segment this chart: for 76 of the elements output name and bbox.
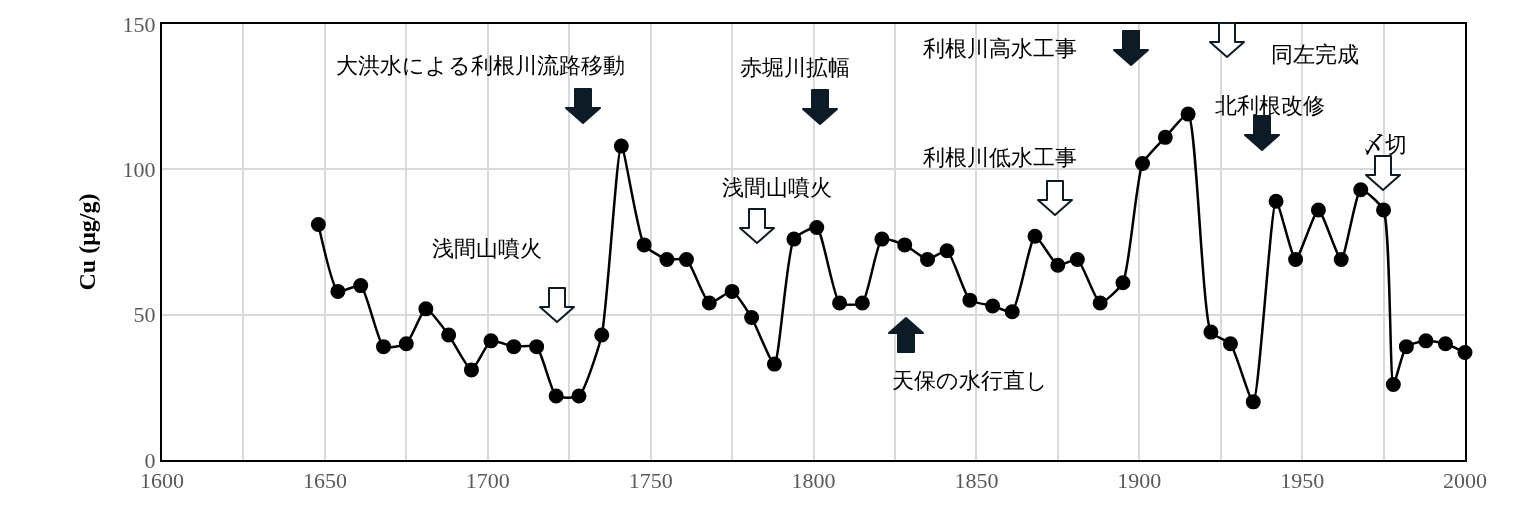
point [678, 251, 694, 267]
point [1288, 251, 1304, 267]
x-tick-label: 1650 [302, 468, 347, 494]
point [441, 327, 457, 343]
point [418, 301, 434, 317]
y-tick-label: 150 [122, 11, 156, 37]
x-tick-label: 1750 [628, 468, 673, 494]
point [1069, 251, 1085, 267]
x-tick-label: 1950 [1280, 468, 1325, 494]
point [985, 298, 1001, 314]
y-tick-label: 50 [133, 302, 156, 328]
point [766, 356, 782, 372]
point [1376, 202, 1392, 218]
point [920, 251, 936, 267]
annotation: 浅間山噴火 [722, 175, 832, 200]
point [483, 333, 499, 349]
point [701, 295, 717, 311]
point [376, 339, 392, 355]
point [636, 237, 652, 253]
annotation: 赤堀川拡幅 [740, 55, 850, 80]
point [548, 388, 564, 404]
point [744, 310, 760, 326]
point [724, 283, 740, 299]
point [506, 339, 522, 355]
point [1203, 324, 1219, 340]
point [1180, 106, 1196, 122]
point [1004, 304, 1020, 320]
point [832, 295, 848, 311]
annotation: 利根川低水工事 [923, 145, 1077, 170]
annotation: 利根川高水工事 [923, 36, 1077, 61]
point [1418, 333, 1434, 349]
point [1135, 156, 1151, 172]
annotation: 同左完成 [1271, 42, 1359, 67]
point [1092, 295, 1108, 311]
x-tick-label: 2000 [1443, 468, 1487, 494]
point [1268, 193, 1284, 209]
point [1437, 336, 1453, 352]
point [613, 138, 629, 154]
annotation: 大洪水による利根川流路移動 [336, 53, 625, 78]
point [398, 336, 414, 352]
point [1353, 182, 1369, 198]
point [1385, 376, 1401, 392]
point [1157, 129, 1173, 145]
point [353, 278, 369, 294]
point [571, 388, 587, 404]
x-tick-label: 1700 [465, 468, 510, 494]
point [310, 217, 326, 233]
point [939, 243, 955, 259]
point [854, 295, 870, 311]
point [659, 251, 675, 267]
point [1027, 228, 1043, 244]
annotation: 北利根改修 [1215, 93, 1325, 118]
x-tick-label: 1900 [1117, 468, 1162, 494]
point [594, 327, 610, 343]
x-tick-label: 1850 [954, 468, 999, 494]
y-tick-label: 100 [122, 157, 156, 183]
annotation: 天保の水行直し [892, 368, 1048, 393]
annotation: 浅間山噴火 [432, 236, 542, 261]
annotation: 〆切 [1363, 132, 1407, 157]
point [330, 283, 346, 299]
point [897, 237, 913, 253]
point [1222, 336, 1238, 352]
point [463, 362, 479, 378]
point [809, 219, 825, 235]
x-tick-label: 1800 [791, 468, 836, 494]
point [1333, 251, 1349, 267]
y-axis-title: Cu (μg/g) [74, 193, 101, 291]
point [1245, 394, 1261, 410]
point [529, 339, 545, 355]
point [1310, 202, 1326, 218]
point [786, 231, 802, 247]
point [874, 231, 890, 247]
point [1398, 339, 1414, 355]
point [1115, 275, 1131, 291]
point [1050, 257, 1066, 273]
point [962, 292, 978, 308]
